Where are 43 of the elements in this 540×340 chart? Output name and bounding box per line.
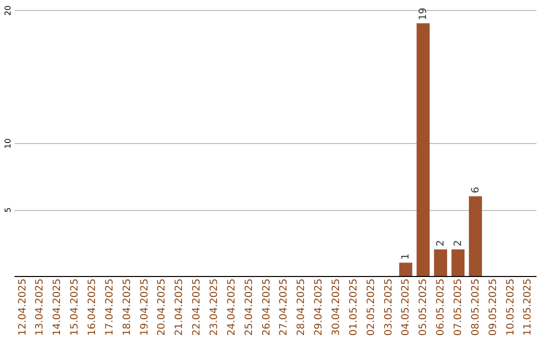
x-tick-label: 19.04.2025	[139, 278, 150, 336]
x-tick-label: 30.04.2025	[331, 278, 342, 336]
bar	[451, 249, 465, 276]
x-tick-label: 15.04.2025	[70, 278, 81, 336]
bar	[416, 23, 430, 276]
x-tick-label: 22.04.2025	[192, 278, 203, 336]
bar	[434, 249, 448, 276]
x-tick-label: 23.04.2025	[209, 278, 220, 336]
x-tick-label: 07.05.2025	[453, 278, 464, 336]
y-tick-label: 20	[4, 5, 12, 16]
data-label: 2	[436, 240, 447, 246]
x-tick-label: 20.04.2025	[156, 278, 168, 336]
x-tick-label: 28.04.2025	[296, 278, 308, 336]
x-tick-label: 14.04.2025	[52, 278, 64, 336]
x-tick-label: 16.04.2025	[86, 278, 98, 336]
data-label: 6	[470, 186, 482, 194]
x-tick-label: 02.05.2025	[366, 278, 377, 336]
data-label: 2	[453, 240, 464, 246]
x-tick-label: 18.04.2025	[122, 278, 133, 336]
bar	[468, 196, 482, 276]
y-tick-label: 10	[4, 138, 12, 149]
x-tick-label: 11.05.2025	[522, 278, 534, 336]
x-tick-label: 06.05.2025	[436, 278, 447, 336]
x-tick-label: 21.04.2025	[174, 278, 186, 336]
x-tick-label: 26.04.2025	[261, 278, 272, 336]
x-tick-label: 09.05.2025	[488, 278, 499, 336]
data-label: 19	[418, 8, 430, 20]
x-tick-label: 17.04.2025	[104, 278, 116, 336]
x-tick-label: 08.05.2025	[470, 278, 482, 336]
x-tick-label: 13.04.2025	[34, 278, 46, 336]
x-tick-label: 24.04.2025	[226, 278, 238, 336]
x-tick-label: 27.04.2025	[278, 278, 290, 336]
x-tick-label: 25.04.2025	[244, 278, 255, 336]
x-tick-label: 01.05.2025	[348, 278, 360, 336]
x-tick-label: 04.05.2025	[400, 278, 412, 336]
bar	[399, 262, 412, 276]
x-tick-label: 12.04.2025	[17, 278, 28, 336]
x-tick-label: 03.05.2025	[383, 278, 394, 336]
x-tick-label: 05.05.2025	[418, 278, 430, 336]
x-tick-label: 29.04.2025	[314, 278, 325, 336]
data-label: 1	[400, 253, 412, 260]
y-tick-label: 5	[4, 207, 12, 213]
x-tick-label: 10.05.2025	[505, 278, 516, 336]
